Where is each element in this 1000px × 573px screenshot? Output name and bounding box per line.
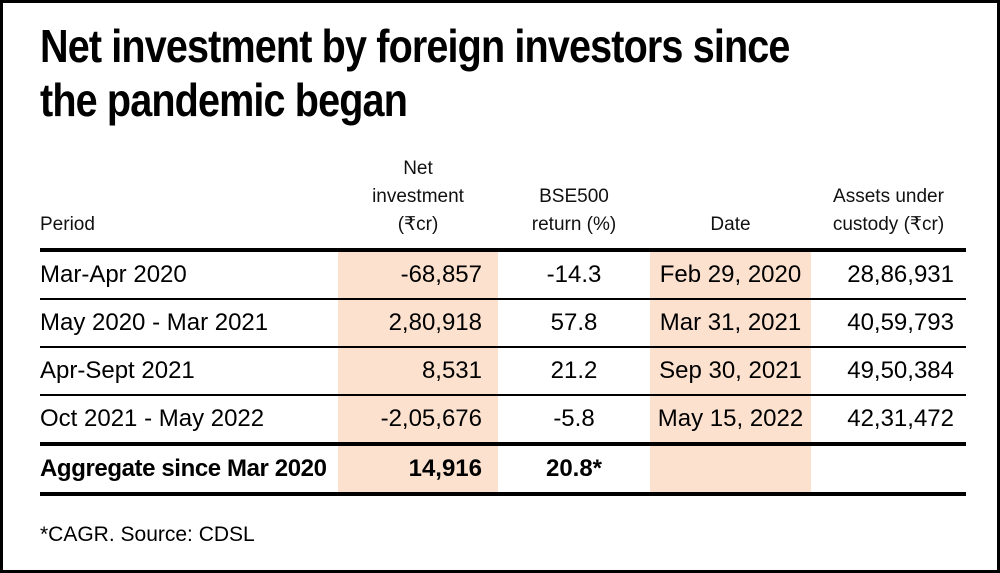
cell-date: Mar 31, 2021	[650, 299, 811, 347]
column-header-bse500-return: BSE500 return (%)	[531, 186, 617, 235]
cell-net-investment: 2,80,918	[338, 299, 498, 347]
cell-assets-under-custody: 28,86,931	[847, 261, 954, 288]
cell-period: Mar-Apr 2020	[40, 261, 187, 288]
footnote-source: *CAGR. Source: CDSL	[40, 523, 255, 546]
cell-date	[650, 444, 811, 494]
cell-bse500-return: 21.2	[550, 357, 598, 384]
cell-assets-under-custody	[811, 444, 966, 494]
table-row-may-2020-mar-2021: May 2020 - Mar 2021 2,80,918 57.8 Mar 31…	[40, 299, 966, 347]
column-header-date: Date	[710, 214, 751, 235]
table-row-apr-sept-2021: Apr-Sept 2021 8,531 21.2 Sep 30, 2021 49…	[40, 347, 966, 395]
table-header: Period Net investment (₹cr) BSE500 retur…	[40, 127, 966, 250]
cell-bse500-return: -14.3	[546, 261, 602, 288]
cell-date: Sep 30, 2021	[650, 347, 811, 395]
cell-period: Oct 2021 - May 2022	[40, 405, 265, 432]
cell-net-investment: 8,531	[338, 347, 498, 395]
cell-assets-under-custody: 40,59,793	[847, 309, 954, 336]
table-row-mar-apr-2020: Mar-Apr 2020 -68,857 -14.3 Feb 29, 2020 …	[40, 250, 966, 299]
cell-net-investment: -68,857	[338, 250, 498, 299]
cell-bse500-return: -5.8	[553, 405, 595, 432]
cell-date: May 15, 2022	[650, 395, 811, 444]
cell-bse500-return: 20.8*	[545, 455, 603, 482]
cell-net-investment: -2,05,676	[338, 395, 498, 444]
table-row-oct-2021-may-2022: Oct 2021 - May 2022 -2,05,676 -5.8 May 1…	[40, 395, 966, 444]
column-header-period: Period	[40, 214, 95, 235]
table-body: Mar-Apr 2020 -68,857 -14.3 Feb 29, 2020 …	[40, 250, 966, 494]
page-title: Net investment by foreign investors sinc…	[40, 20, 790, 126]
column-header-net-investment: Net investment (₹cr)	[372, 158, 464, 235]
column-header-assets-under-custody: Assets under custody (₹cr)	[832, 186, 945, 235]
table-row-aggregate: Aggregate since Mar 2020 14,916 20.8*	[40, 444, 966, 494]
cell-assets-under-custody: 42,31,472	[847, 405, 954, 432]
investment-table: Period Net investment (₹cr) BSE500 retur…	[40, 127, 966, 496]
cell-date: Feb 29, 2020	[650, 250, 811, 299]
cell-net-investment: 14,916	[338, 444, 498, 494]
cell-period: Apr-Sept 2021	[40, 357, 195, 384]
cell-bse500-return: 57.8	[550, 309, 598, 336]
header-row: Period Net investment (₹cr) BSE500 retur…	[40, 127, 966, 250]
cell-assets-under-custody: 49,50,384	[847, 357, 954, 384]
cell-period: May 2020 - Mar 2021	[40, 309, 269, 336]
cell-period: Aggregate since Mar 2020	[40, 455, 327, 482]
